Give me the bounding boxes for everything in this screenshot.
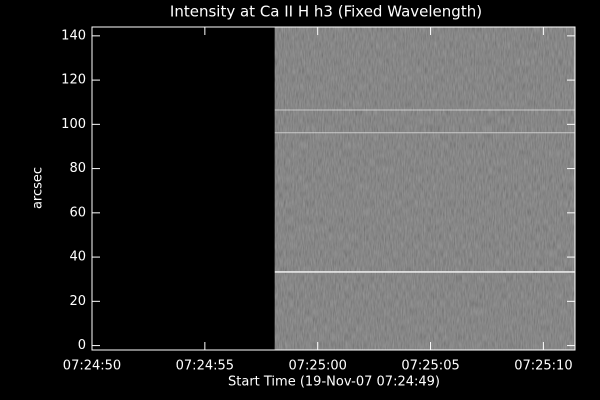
y-axis-label: arcsec	[31, 167, 46, 209]
x-tick-label: 07:24:55	[176, 359, 234, 374]
y-tick-label: 20	[69, 294, 86, 309]
y-tick-label: 100	[61, 117, 86, 132]
y-tick-label: 40	[69, 250, 86, 265]
y-tick-label: 60	[69, 205, 86, 220]
chart-title: Intensity at Ca II H h3 (Fixed Wavelengt…	[170, 3, 482, 21]
y-tick-label: 120	[61, 73, 86, 88]
plot-frame	[91, 26, 576, 351]
image-noise	[274, 27, 575, 350]
y-tick-label: 80	[69, 161, 86, 176]
x-tick-label: 07:25:00	[289, 359, 347, 374]
y-tick-label: 0	[78, 338, 86, 353]
x-tick-label: 07:25:10	[514, 359, 572, 374]
x-tick-label: 07:25:05	[401, 359, 459, 374]
y-tick-label: 140	[61, 28, 86, 43]
x-axis-label: Start Time (19-Nov-07 07:24:49)	[228, 375, 440, 390]
x-tick-label: 07:24:50	[63, 359, 121, 374]
